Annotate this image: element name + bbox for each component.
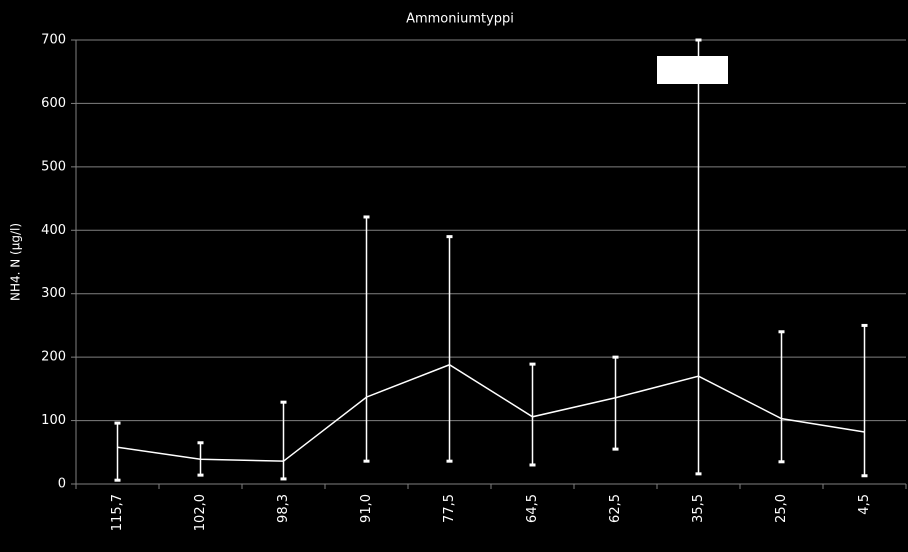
x-tick-label: 25,0 [774,494,789,523]
chart-title: Ammoniumtyppi [406,12,514,27]
error-bar [529,362,536,467]
error-bar [861,323,868,478]
error-bar [446,235,453,463]
y-tick-label: 0 [58,477,66,492]
x-tick-label: 102,0 [193,494,208,531]
error-bar [280,400,287,481]
error-bar [695,38,702,476]
x-tick-label: 4,5 [857,494,872,515]
y-tick-label: 300 [41,286,66,301]
x-tick-label: 64,5 [525,494,540,523]
y-tick-label: 600 [41,96,66,111]
x-tick-label: 77,5 [442,494,457,523]
y-tick-label: 200 [41,350,66,365]
legend-box [657,56,728,84]
y-tick-label: 500 [41,159,66,174]
x-tick-label: 62,5 [608,494,623,523]
x-tick-label: 91,0 [359,494,374,523]
y-tick-label: 700 [41,33,66,48]
y-tick-label: 100 [41,413,66,428]
y-tick-label: 400 [41,223,66,238]
error-bar [778,330,785,464]
error-bar [363,215,370,463]
y-axis-label: NH4. N (µg/l) [9,223,23,301]
x-tick-label: 98,3 [276,494,291,523]
error-bar [612,355,619,451]
data-line [117,363,865,462]
x-tick-label: 35,5 [691,494,706,523]
x-tick-label: 115,7 [110,494,125,531]
error-bar [114,421,121,482]
